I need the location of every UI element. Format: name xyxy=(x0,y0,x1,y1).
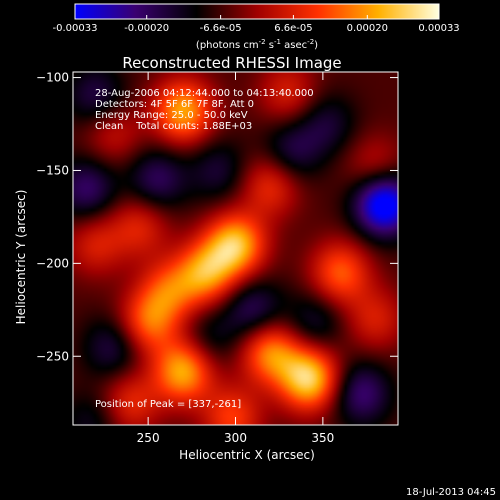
colorbar-tick-label: -0.00033 xyxy=(53,23,98,34)
colorbar-ticks: -0.00033 -0.00020 -6.6e-05 6.6e-05 0.00020 0.… xyxy=(53,15,460,34)
heatmap-image xyxy=(73,72,398,425)
y-tick-label: −150 xyxy=(36,163,69,177)
timestamp: 18-Jul-2013 04:45 xyxy=(405,487,496,498)
colorbar-unit-label: (photons cm-2 s-1 asec-2) xyxy=(196,38,318,51)
annotation-time-range: 28-Aug-2006 04:12:44.000 to 04:13:40.000 xyxy=(95,88,314,99)
x-axis-label: Heliocentric X (arcsec) xyxy=(179,448,315,462)
x-tick-label: 250 xyxy=(137,431,160,445)
annotation-peak-position: Position of Peak = [337,-261] xyxy=(95,399,241,410)
colorbar-tick-label: 6.6e-05 xyxy=(274,23,312,34)
colorbar: -0.00033 -0.00020 -6.6e-05 6.6e-05 0.00020 0.… xyxy=(53,3,460,51)
annotation-total-counts: Clean Total counts: 1.88E+03 xyxy=(95,121,252,132)
y-tick-label: −100 xyxy=(36,71,69,85)
colorbar-gradient xyxy=(74,3,440,20)
y-axis-ticks: −100 −150 −200 −250 xyxy=(36,71,398,363)
x-tick-label: 300 xyxy=(224,431,247,445)
colorbar-tick-label: -6.6e-05 xyxy=(200,23,242,34)
colorbar-tick-label: 0.00020 xyxy=(347,23,388,34)
chart-title: Reconstructed RHESSI Image xyxy=(122,54,341,72)
annotations: 28-Aug-2006 04:12:44.000 to 04:13:40.000… xyxy=(95,88,314,410)
colorbar-tick-label: -0.00020 xyxy=(124,23,169,34)
x-axis-ticks: 250 300 350 xyxy=(137,72,334,445)
annotation-detectors: Detectors: 4F 5F 6F 7F 8F, Att 0 xyxy=(95,99,254,110)
y-axis-label: Heliocentric Y (arcsec) xyxy=(14,190,28,325)
axes: 250 300 350 −100 −150 −200 −250 Heliocentric … xyxy=(14,71,399,462)
y-tick-label: −250 xyxy=(36,349,69,363)
annotation-energy-range: Energy Range: 25.0 - 50.0 keV xyxy=(95,110,248,121)
x-tick-label: 350 xyxy=(311,431,334,445)
colorbar-tick-label: 0.00033 xyxy=(418,23,459,34)
heatmap xyxy=(73,72,398,425)
y-tick-label: −200 xyxy=(36,256,69,270)
